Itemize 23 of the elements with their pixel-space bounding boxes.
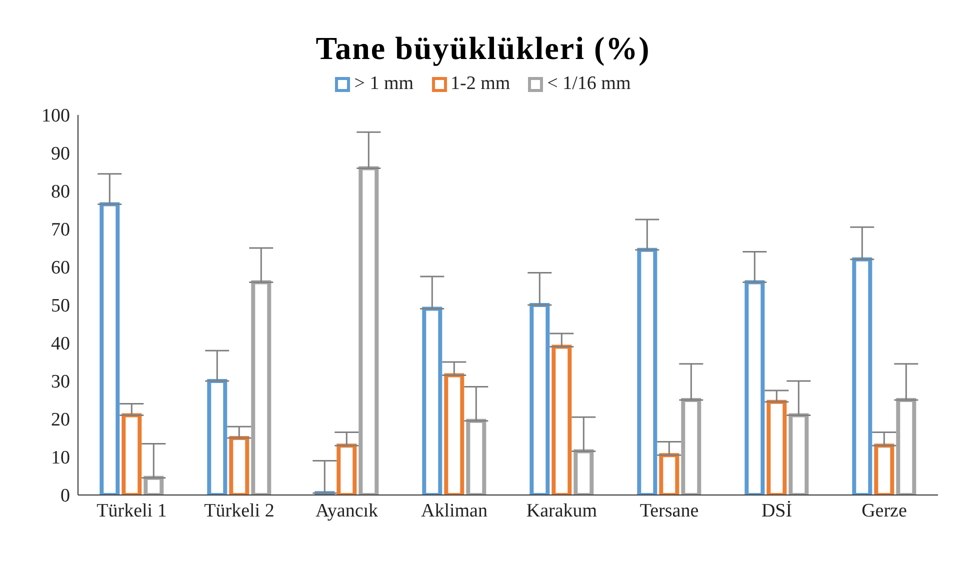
x-tick-label: Türkeli 2 [204,500,274,522]
y-tick-label: 80 [51,182,70,203]
x-tick-label: Türkeli 1 [96,500,167,522]
y-tick-label: 10 [51,448,70,469]
legend-label: 1-2 mm [450,73,510,95]
y-tick-label: 40 [51,334,70,355]
y-tick-label: 100 [42,106,70,127]
legend-label: > 1 mm [353,73,414,95]
chart-title: Tane büyüklükleri (%) [314,29,652,67]
y-tick-label: 30 [51,372,70,393]
y-tick-label: 90 [51,144,70,165]
x-tick-label: Gerze [862,500,907,522]
x-tick-label: Karakum [526,500,598,522]
x-tick-label: DSİ [761,500,792,522]
y-tick-label: 60 [51,258,70,279]
x-tick-label: Ayancık [315,500,379,522]
y-tick-label: 70 [51,220,70,241]
y-tick-label: 50 [51,296,70,317]
y-tick-label: 20 [51,410,70,431]
y-tick-label: 0 [60,486,70,507]
x-tick-label: Tersane [640,500,699,522]
x-tick-label: Akliman [421,500,488,522]
legend-label: < 1/16 mm [546,73,631,95]
